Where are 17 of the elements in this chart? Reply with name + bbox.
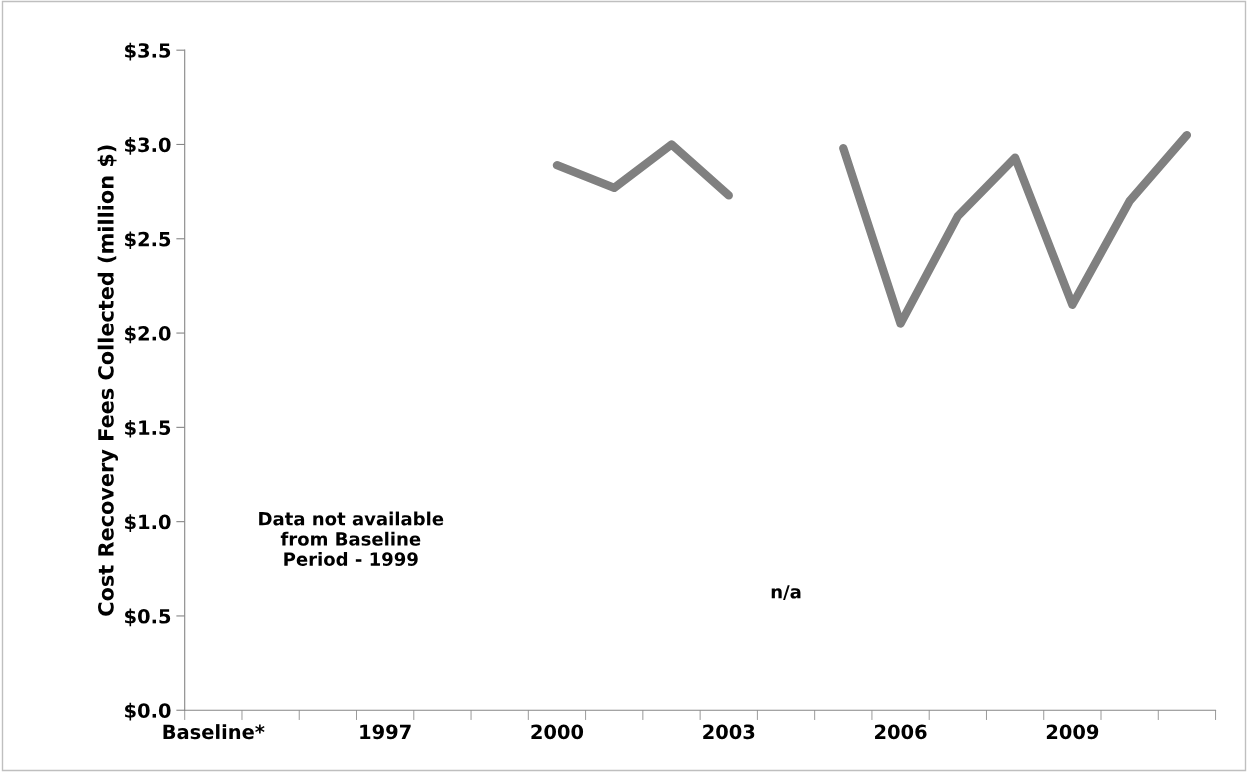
x-tick-label: 1997 [360, 724, 411, 740]
y-tick-label: $3.5 [125, 42, 171, 61]
y-tick-label: $2.5 [125, 231, 171, 250]
y-tick-label: $0.5 [125, 608, 171, 627]
x-tick-label: 2000 [531, 724, 584, 740]
y-tick-label: $3.0 [125, 137, 171, 155]
annotation: n/a [771, 585, 801, 600]
x-tick-label: 2006 [875, 724, 927, 740]
x-tick-label: Baseline* [163, 724, 265, 740]
y-tick-label: $1.5 [125, 419, 171, 438]
x-tick-label: 2003 [703, 724, 755, 740]
y-tick-label: $2.0 [125, 325, 171, 344]
y-tick-label: $1.0 [125, 514, 171, 532]
x-tick-label: 2009 [1046, 724, 1099, 740]
y-axis-title: Cost Recovery Fees Collected (million $) [97, 145, 118, 616]
annotation: Data not available from Baseline Period - 1999 [259, 511, 444, 566]
y-tick-label: $0.0 [125, 702, 171, 721]
